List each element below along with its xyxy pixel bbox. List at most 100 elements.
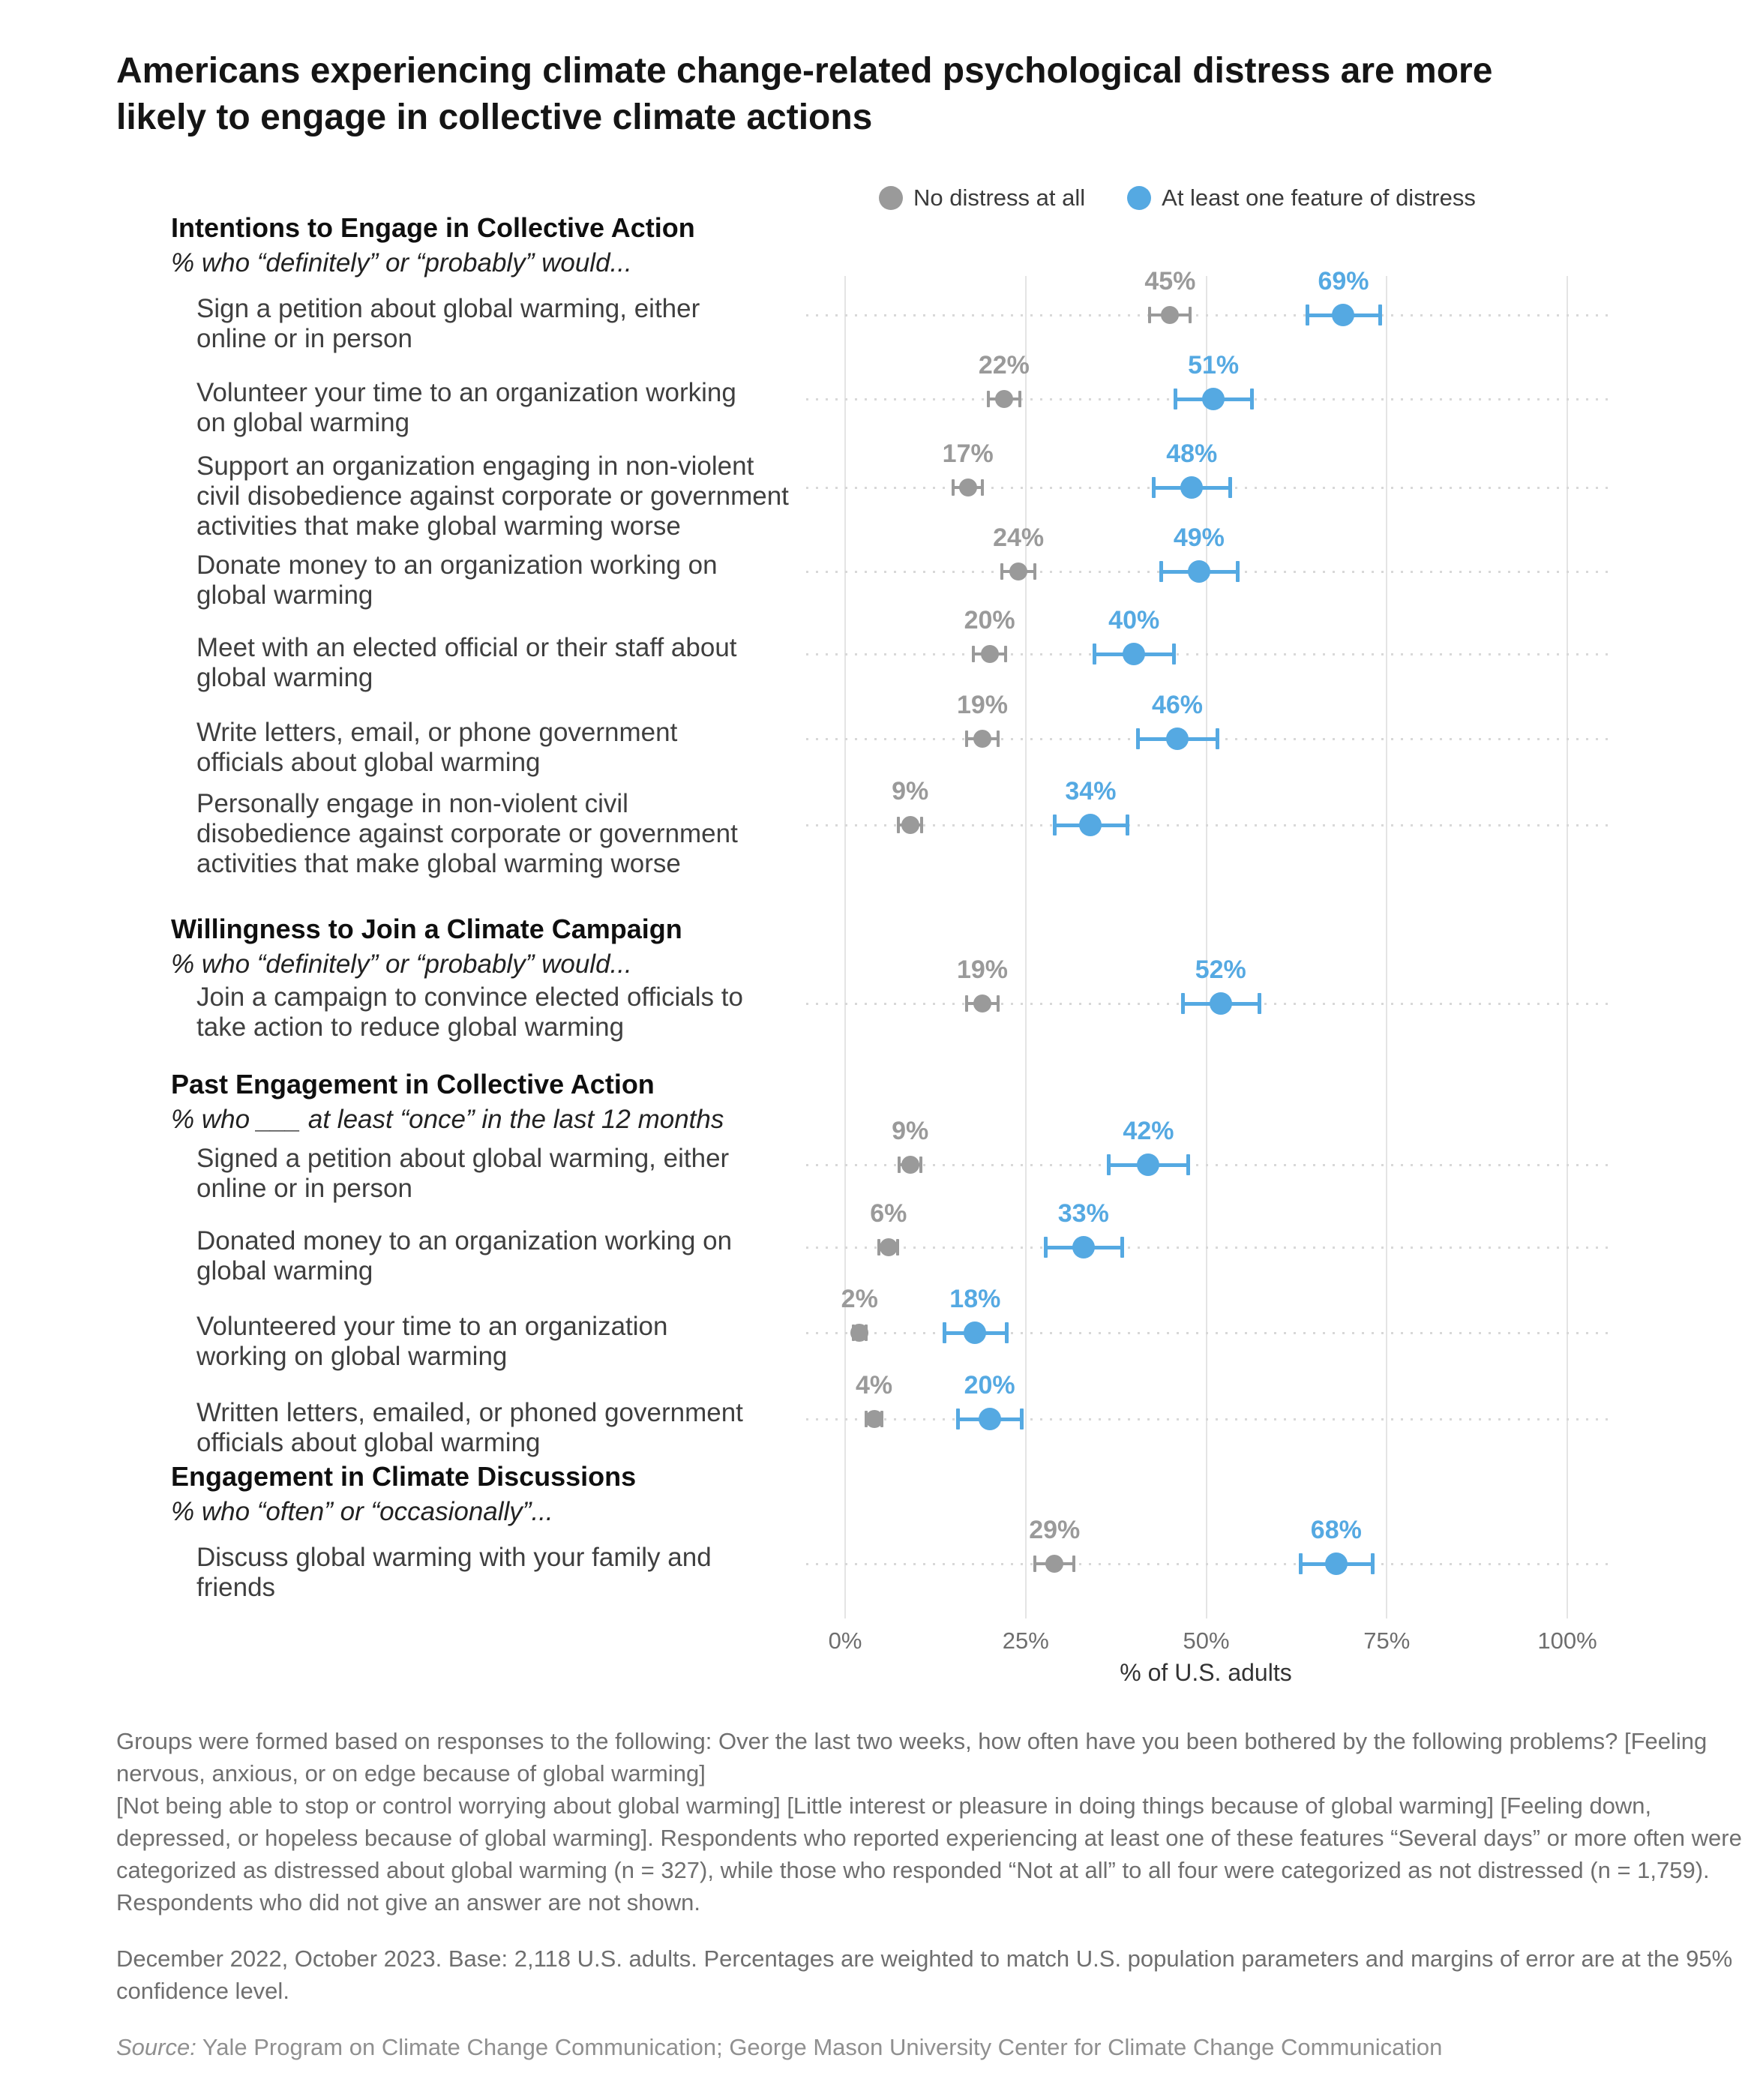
distress-dot [1209,992,1232,1015]
no-distress-error-cap [964,995,968,1012]
distress-dot [1324,1552,1348,1575]
distress-dot [1202,388,1225,410]
no-distress-error-cap [964,730,968,747]
distress-error-cap [956,1408,961,1430]
x-gridline [844,276,846,1618]
section-header: Engagement in Climate Discussions [171,1461,637,1492]
x-tick-label: 25% [1002,1628,1049,1654]
no-distress-error-cap [986,391,990,407]
distress-error-cap [1136,728,1140,749]
distress-dot [1332,304,1355,326]
no-distress-dot [994,390,1013,408]
row-guide-line [806,1164,1609,1166]
distress-value-label: 68% [1310,1516,1362,1544]
no-distress-error-cap [1072,1556,1076,1572]
distress-error-cap [1043,1237,1048,1258]
footnote-base: December 2022, October 2023. Base: 2,118… [116,1946,1733,2004]
distress-error-cap [1107,1154,1111,1175]
section-subtitle: % who ___ at least “once” in the last 12… [171,1105,724,1134]
row-label: Written letters, emailed, or phoned gove… [196,1398,743,1457]
distress-dot [1072,1236,1095,1258]
no-distress-error-cap [1003,646,1007,662]
no-distress-dot [973,730,991,748]
no-distress-dot [879,1238,898,1256]
footnote-line: Groups were formed based on responses to… [116,1728,1708,1786]
x-gridline [1024,276,1027,1618]
no-distress-value-label: 45% [1144,267,1196,296]
footnote-line: [Not being able to stop or control worry… [116,1792,1742,1916]
legend: No distress at all At least one feature … [879,184,1476,212]
no-distress-value-label: 17% [942,440,994,468]
x-tick-label: 50% [1183,1628,1230,1654]
distress-dot [1187,560,1210,583]
x-axis-title: % of U.S. adults [1120,1659,1292,1686]
legend-item-no-distress: No distress at all [879,184,1085,212]
row-guide-line [806,1418,1609,1420]
no-distress-error-cap [1033,563,1037,580]
no-distress-error-cap [1148,307,1152,323]
distress-error-cap [1257,993,1261,1014]
row-label: Discuss global warming with your family … [196,1543,712,1602]
distress-error-cap [1370,1553,1375,1574]
distress-dot [1079,814,1102,836]
no-distress-error-cap [920,817,924,833]
section-header: Past Engagement in Collective Action [171,1069,655,1100]
row-label: Donated money to an organization working… [196,1226,733,1286]
row-label: Personally engage in non-violent civil d… [196,789,738,878]
row-label: Sign a petition about global warming, ei… [196,294,700,353]
distress-error-cap [1298,1553,1303,1574]
row-guide-line [806,1332,1609,1334]
distress-error-cap [1053,814,1057,836]
no-distress-error-cap [972,646,976,662]
distress-dot [964,1322,987,1344]
source-text: Yale Program on Climate Change Communica… [196,2034,1443,2060]
no-distress-dot [1009,562,1028,580]
no-distress-error-cap [898,1156,901,1173]
distress-dot [1165,728,1189,750]
row-label: Donate money to an organization working … [196,550,718,610]
row-label: Volunteered your time to an organization… [196,1312,668,1371]
row-guide-line [806,653,1609,656]
distress-value-label: 34% [1065,777,1117,806]
no-distress-error-cap [1189,307,1192,323]
no-distress-dot [958,478,977,496]
section-subtitle: % who “definitely” or “probably” would..… [171,950,632,979]
distress-error-cap [1228,477,1233,498]
distress-value-label: 40% [1108,606,1160,634]
no-distress-value-label: 22% [978,351,1030,380]
footnote-methodology: Groups were formed based on responses to… [116,1725,1744,1918]
distress-error-cap [1172,644,1177,664]
distress-error-cap [1235,561,1240,582]
distress-error-cap [1186,1154,1191,1175]
distress-error-cap [1180,993,1185,1014]
distress-error-cap [1250,388,1255,410]
distress-error-cap [1120,1237,1124,1258]
legend-item-distress: At least one feature of distress [1127,184,1476,212]
no-distress-value-label: 9% [892,1117,929,1145]
no-distress-error-cap [952,479,955,496]
row-guide-line [806,1246,1609,1249]
no-distress-error-cap [997,730,1000,747]
no-distress-value-label: 4% [855,1371,893,1400]
no-distress-value-label: 19% [956,691,1008,719]
no-distress-dot [850,1324,869,1342]
no-distress-error-cap [980,479,984,496]
legend-label-distress: At least one feature of distress [1162,184,1476,211]
row-label: Join a campaign to convince elected offi… [196,982,743,1042]
row-label: Signed a petition about global warming, … [196,1144,730,1203]
no-distress-error-cap [1018,391,1022,407]
x-tick-label: 0% [828,1628,862,1654]
gray-dot-icon [879,186,903,210]
distress-value-label: 52% [1195,956,1246,984]
distress-error-cap [1004,1322,1009,1343]
distress-value-label: 18% [949,1285,1001,1313]
distress-error-cap [1378,304,1382,326]
distress-value-label: 46% [1151,691,1203,719]
no-distress-dot [980,645,999,663]
chart-title: Americans experiencing climate change-re… [116,51,1493,137]
x-tick-label: 75% [1363,1628,1411,1654]
distress-error-cap [1159,561,1163,582]
distress-error-cap [1152,477,1156,498]
